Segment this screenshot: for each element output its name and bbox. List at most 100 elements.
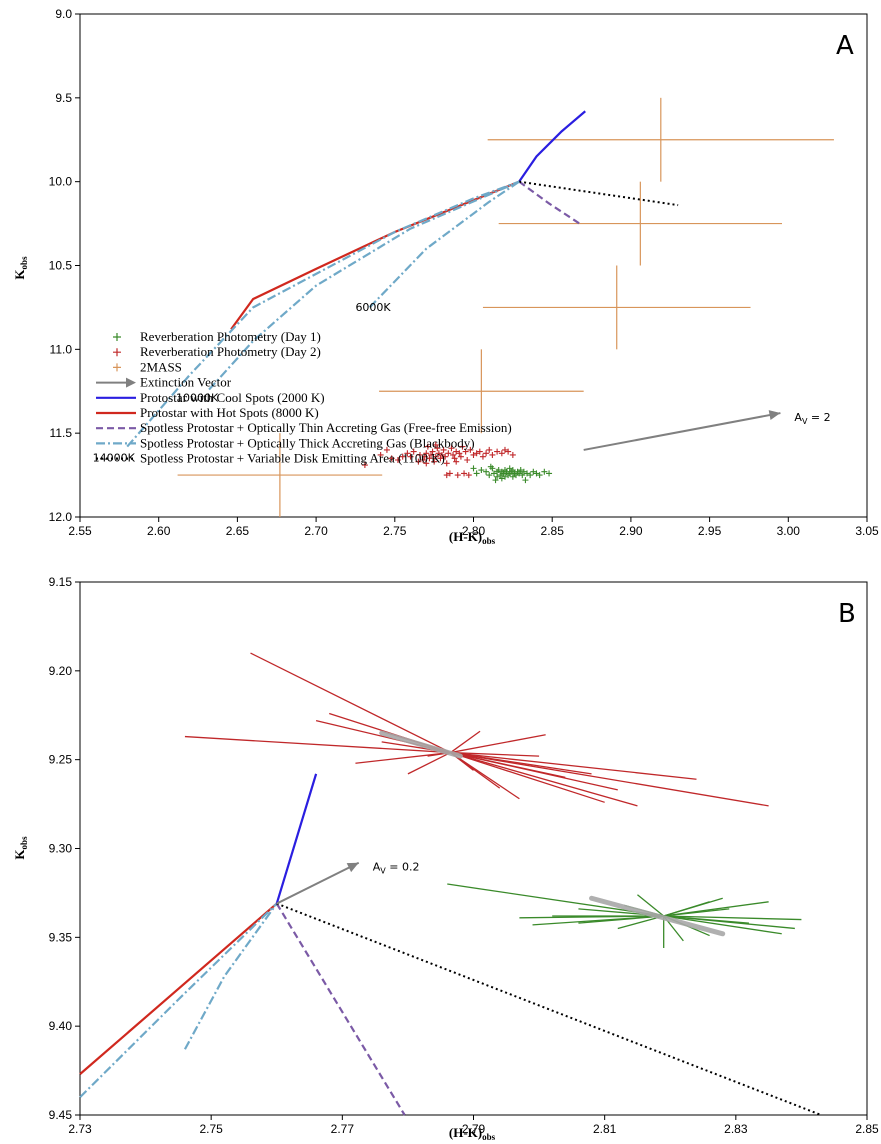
day1-point	[495, 467, 502, 474]
x-tick-label: 2.77	[331, 1122, 355, 1136]
day2-point	[464, 456, 471, 463]
day2-point	[410, 448, 417, 455]
day1-point	[497, 472, 504, 479]
y-tick-label: 9.45	[49, 1108, 73, 1122]
legend-label: Protostar with Cool Spots (2000 K)	[140, 390, 325, 405]
x-tick-label: 2.73	[68, 1122, 92, 1136]
day2-point	[388, 455, 395, 462]
extinction-vector-label: AV = 2	[794, 411, 830, 426]
day2-point	[451, 455, 458, 462]
legend-label: Spotless Protostar + Optically Thick Acc…	[140, 435, 475, 450]
day1-point	[546, 470, 553, 477]
day2-point	[435, 450, 442, 457]
day1-point	[517, 467, 524, 474]
day2-point	[465, 472, 472, 479]
day2-point	[383, 446, 390, 453]
day1-point	[522, 477, 529, 484]
x-tick-label: 2.85	[541, 524, 565, 538]
series-line	[79, 902, 278, 1099]
panel-a-legend: Reverberation Photometry (Day 1)Reverber…	[96, 329, 512, 466]
day1-point	[506, 465, 513, 472]
day1-point	[533, 470, 540, 477]
series-line	[275, 903, 406, 1116]
y-tick-label: 9.30	[49, 842, 73, 856]
day2-point	[440, 446, 447, 453]
day2-point	[505, 448, 512, 455]
panel-a-xlabel: (H-K)obs	[449, 529, 496, 546]
series-line	[368, 180, 520, 309]
day2-point	[453, 448, 460, 455]
day2-point	[443, 460, 450, 467]
day2-point	[470, 451, 477, 458]
day2-point	[450, 451, 457, 458]
day2-point	[377, 451, 384, 458]
day1-point	[509, 467, 516, 474]
day2-ray	[450, 751, 769, 807]
extinction-vector-label: AV = 0.2	[373, 861, 420, 876]
x-tick-label: 3.05	[855, 524, 879, 538]
day2-point	[453, 458, 460, 465]
day1-point	[501, 473, 508, 480]
x-tick-label: 2.81	[593, 1122, 617, 1136]
legend-label: Extinction Vector	[140, 375, 232, 390]
legend-marker-plus	[113, 333, 121, 341]
series-line	[126, 180, 520, 448]
day1-point	[541, 468, 548, 475]
panel-b-xlabel: (H-K)obs	[449, 1125, 496, 1142]
x-tick-label: 2.75	[199, 1122, 223, 1136]
day2-point	[498, 450, 505, 457]
panel-b-label: B	[838, 599, 856, 629]
day1-point	[490, 470, 497, 477]
day2-point	[420, 456, 427, 463]
day1-ray	[637, 894, 665, 917]
extinction-vector-line	[583, 412, 781, 451]
legend-label: Protostar with Hot Spots (8000 K)	[140, 405, 319, 420]
day2-ray	[450, 730, 481, 754]
day1-point	[478, 467, 485, 474]
temperature-annotation: 10000K	[176, 391, 219, 404]
legend-label: Spotless Protostar + Optically Thin Accr…	[140, 420, 512, 435]
day2-point	[459, 443, 466, 450]
day2-point	[486, 446, 493, 453]
y-tick-label: 10.5	[49, 259, 73, 273]
x-tick-label: 2.80	[462, 524, 486, 538]
x-tick-label: 3.00	[777, 524, 801, 538]
day2-point	[429, 448, 436, 455]
y-tick-label: 12.0	[49, 510, 73, 524]
x-tick-label: 2.90	[619, 524, 643, 538]
day2-point	[462, 448, 469, 455]
day2-point	[428, 451, 435, 458]
day2-point	[423, 450, 430, 457]
x-tick-label: 2.70	[304, 524, 328, 538]
temperature-annotation: 14000K	[93, 452, 136, 465]
panel-a-ylabel: Kobs	[12, 256, 29, 280]
series-line	[518, 180, 583, 227]
day2-point	[399, 453, 406, 460]
day1-point	[524, 470, 531, 477]
day2-point	[509, 451, 516, 458]
legend-label: Spotless Protostar + Variable Disk Emitt…	[140, 451, 445, 466]
day2-ray	[450, 751, 605, 803]
panel-a-ticks: 2.55 2.60 2.65 2.70 2.75 2.80 2.85 2.90 2.95 3.00…	[49, 7, 879, 538]
day2-ray	[450, 751, 592, 775]
series-line	[79, 902, 278, 1075]
grey-trend-segment	[589, 895, 726, 937]
day1-point	[527, 472, 534, 479]
y-tick-label: 11.5	[50, 426, 73, 440]
day1-ray	[447, 883, 664, 917]
day2-ray	[450, 751, 697, 780]
series-line	[183, 902, 278, 1050]
day2-point	[426, 455, 433, 462]
grey-trend-segment	[379, 730, 463, 759]
day2-ray	[450, 751, 638, 807]
day1-point	[512, 472, 519, 479]
day1-point	[473, 470, 480, 477]
day2-point	[473, 450, 480, 457]
day1-point	[498, 475, 505, 482]
series-line	[275, 773, 318, 904]
y-tick-label: 9.0	[55, 7, 72, 21]
panel-a-label: A	[836, 31, 854, 61]
temperature-annotation: 6000K	[355, 301, 391, 314]
day1-point	[536, 472, 543, 479]
